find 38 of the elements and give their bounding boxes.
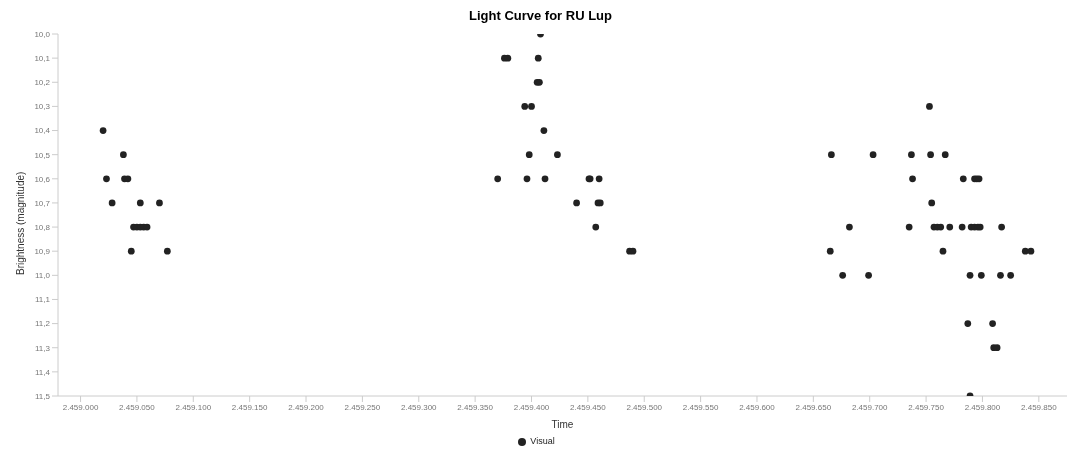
y-tick-label: 10,2 [34, 78, 51, 88]
y-tick-label: 10,6 [34, 174, 51, 184]
x-tick-label: 2.459.850 [1021, 402, 1058, 412]
y-tick-label: 10,8 [34, 222, 51, 232]
x-tick-label: 2.459.400 [513, 402, 550, 412]
x-tick-label: 2.459.000 [62, 402, 99, 412]
x-tick-label: 2.459.450 [570, 402, 607, 412]
x-tick-label: 2.459.300 [400, 402, 438, 412]
y-tick-label: 11,5 [35, 391, 51, 401]
y-tick-label: 11,3 [35, 343, 51, 353]
y-tick-label: 10,7 [34, 198, 51, 208]
legend-label: Visual [530, 436, 555, 446]
x-tick-label: 2.459.600 [739, 402, 776, 412]
x-tick-label: 2.459.800 [964, 402, 1001, 412]
y-tick-label: 10,3 [34, 102, 51, 112]
y-tick-label: 11,4 [35, 367, 51, 377]
x-tick-label: 2.459.050 [119, 402, 156, 412]
x-tick-label: 2.459.700 [851, 402, 889, 412]
x-tick-label: 2.459.200 [288, 402, 325, 412]
y-axis-title: Brightness (magnitude) [14, 171, 26, 275]
x-tick-label: 2.459.550 [682, 402, 719, 412]
x-tick-label: 2.459.100 [175, 402, 212, 412]
x-tick-label: 2.459.150 [231, 402, 268, 412]
y-tick-label: 11,2 [35, 319, 51, 329]
x-tick-label: 2.459.350 [457, 402, 494, 412]
y-tick-label: 10,0 [34, 29, 51, 39]
chart-title: Light Curve for RU Lup [468, 8, 613, 25]
y-tick-label: 11,0 [35, 271, 51, 281]
y-tick-label: 11,1 [35, 295, 51, 305]
x-tick-label: 2.459.500 [626, 402, 663, 412]
x-tick-label: 2.459.750 [908, 402, 945, 412]
x-axis-title: Time [551, 419, 574, 430]
y-tick-label: 10,9 [34, 247, 51, 257]
y-tick-label: 10,4 [34, 126, 51, 136]
x-tick-label: 2.459.650 [795, 402, 832, 412]
y-tick-label: 10,5 [34, 150, 51, 160]
x-tick-label: 2.459.250 [344, 402, 381, 412]
y-tick-label: 10,1 [34, 53, 51, 63]
